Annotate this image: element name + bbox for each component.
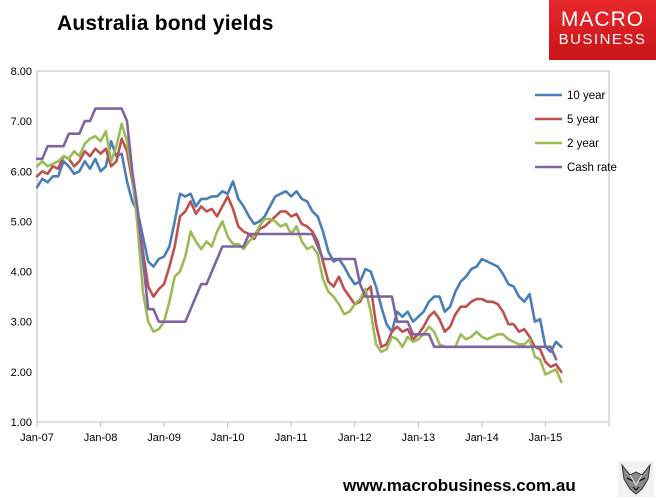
x-tick-label: Jan-07 — [20, 432, 54, 444]
y-tick-label: 5.00 — [11, 216, 32, 228]
footer-url: www.macrobusiness.com.au — [343, 476, 576, 495]
legend: 10 year 5 year 2 year Cash rate — [535, 90, 617, 174]
logo-line-2: BUSINESS — [558, 31, 647, 48]
legend-label: 10 year — [567, 90, 606, 102]
legend-label: Cash rate — [567, 162, 617, 174]
fox-head-icon — [618, 461, 654, 497]
y-tick-label: 7.00 — [11, 116, 32, 128]
x-tick-label: Jan-08 — [84, 432, 118, 444]
y-tick-label: 2.00 — [11, 367, 32, 379]
x-tick-label: Jan-11 — [275, 432, 308, 444]
y-tick-label: 3.00 — [11, 317, 32, 329]
x-tick-label: Jan-10 — [211, 432, 245, 444]
x-tick-label: Jan-09 — [147, 432, 181, 444]
logo-line-1: MACRO — [560, 8, 645, 31]
bond-yield-chart: 1.002.003.004.005.006.007.008.00 Jan-07 J… — [11, 66, 617, 444]
series-line-10-year — [35, 139, 563, 354]
series-line-5-year — [35, 137, 563, 374]
plot-area — [36, 70, 610, 423]
legend-label: 2 year — [567, 138, 599, 150]
x-tick-label: Jan-13 — [402, 432, 436, 444]
x-tick-label: Jan-15 — [529, 432, 563, 444]
x-tick-label: Jan-14 — [465, 432, 499, 444]
x-axis: Jan-07 Jan-08 Jan-09 Jan-10 Jan-11 Jan-12 Jan-… — [20, 422, 610, 444]
series-line-cash-rate — [35, 107, 558, 361]
y-tick-label: 6.00 — [11, 166, 32, 178]
page-title: Australia bond yields — [57, 12, 274, 35]
macrobusiness-logo: MACRO BUSINESS — [549, 0, 656, 60]
y-tick-label: 1.00 — [11, 417, 32, 429]
x-tick-label: Jan-12 — [338, 432, 372, 444]
y-tick-label: 8.00 — [11, 66, 32, 78]
y-tick-label: 4.00 — [11, 267, 32, 279]
y-axis: 1.00 2.00 3.00 4.00 5.00 6.00 7.00 8.00 — [11, 66, 32, 429]
legend-label: 5 year — [567, 114, 599, 126]
series-lines — [35, 107, 563, 384]
